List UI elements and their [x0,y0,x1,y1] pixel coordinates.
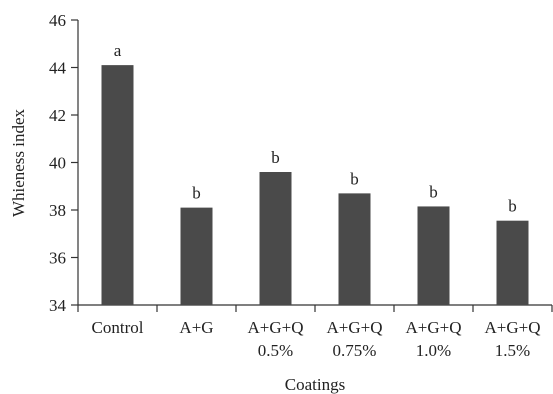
category-label: A+G+Q [326,318,382,337]
bar [496,220,529,305]
y-tick-label: 36 [49,249,66,268]
significance-letter: b [429,182,438,201]
significance-letter: b [192,184,201,203]
y-tick-label: 42 [49,106,66,125]
y-tick-label: 46 [49,11,66,30]
bar [417,206,450,305]
significance-letter: a [114,41,122,60]
category-labels: Control A+G A+G+Q 0.5% A+G+Q 0.75% A+G+Q 1.0% A+… [92,318,541,360]
bar [338,193,371,305]
x-axis-label: Coatings [285,375,345,394]
bar [101,65,134,305]
y-tick-label: 44 [49,59,67,78]
significance-labels: a b b b b b [114,41,517,216]
significance-letter: b [508,197,517,216]
y-axis-ticks: 34 36 38 40 42 44 46 [49,11,78,315]
y-tick-label: 38 [49,201,66,220]
category-label: A+G+Q [484,318,540,337]
x-axis-ticks [77,305,553,312]
y-tick-label: 34 [49,296,67,315]
significance-letter: b [271,148,280,167]
bar [259,172,292,305]
category-label: 1.5% [495,341,530,360]
bars [101,65,529,305]
y-axis-label: Whieness index [9,108,28,217]
category-label: 1.0% [416,341,451,360]
plot-area: 34 36 38 40 42 44 46 a b b b b b Control A+G A+G+Q 0.5… [49,11,553,360]
category-label: 0.5% [258,341,293,360]
significance-letter: b [350,169,359,188]
y-tick-label: 40 [49,154,66,173]
category-label: A+G+Q [405,318,461,337]
category-label: A+G+Q [247,318,303,337]
category-label: Control [92,318,144,337]
bar [180,207,213,305]
category-label: A+G [179,318,213,337]
category-label: 0.75% [333,341,377,360]
